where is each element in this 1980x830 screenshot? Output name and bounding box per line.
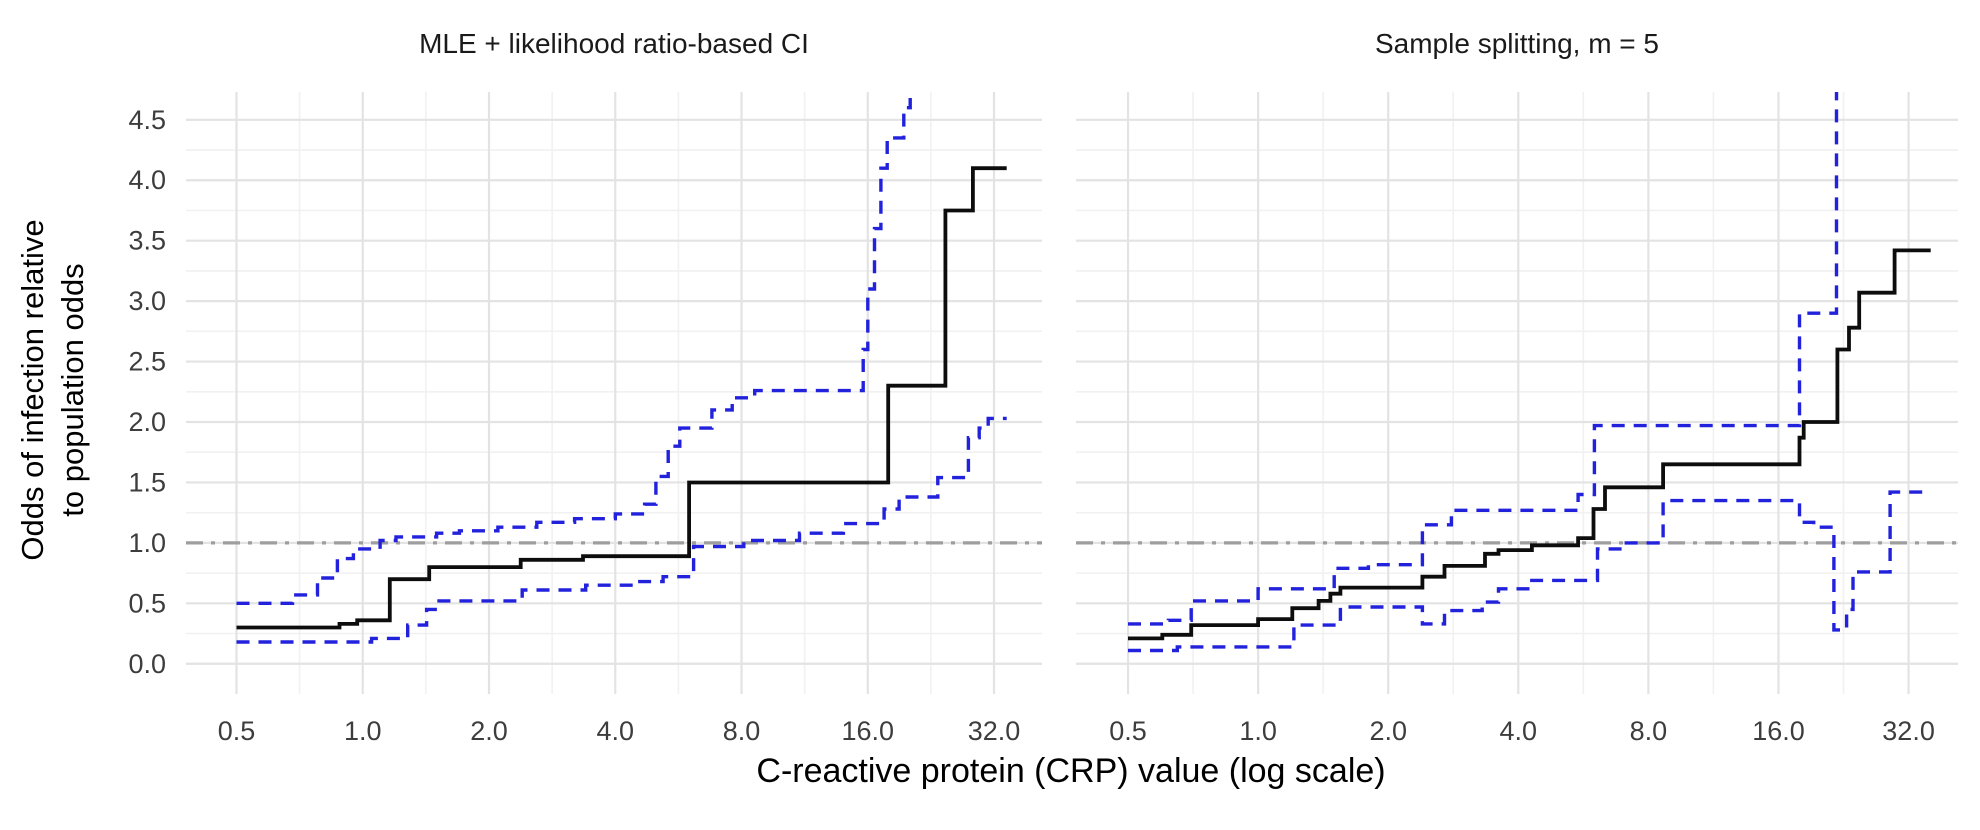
x-tick-label: 16.0 xyxy=(1752,716,1805,746)
x-tick-label: 16.0 xyxy=(841,716,894,746)
upper-ci-line xyxy=(1128,92,1839,626)
y-tick-label: 1.0 xyxy=(128,528,166,558)
x-tick-label: 2.0 xyxy=(1369,716,1407,746)
x-tick-label: 8.0 xyxy=(1630,716,1668,746)
y-tick-label: 3.5 xyxy=(128,226,166,256)
x-tick-label: 4.0 xyxy=(596,716,634,746)
x-tick-label: 0.5 xyxy=(1109,716,1147,746)
panel-title-right: Sample splitting, m = 5 xyxy=(1374,28,1660,59)
lower-ci-line xyxy=(1128,490,1931,653)
panel-title-left: MLE + likelihood ratio-based CI xyxy=(419,28,809,59)
x-tick-label: 1.0 xyxy=(1239,716,1277,746)
y-axis-title: Odds of infection relative to population… xyxy=(15,219,90,561)
y-tick-label: 0.0 xyxy=(128,649,166,679)
x-axis-title: C-reactive protein (CRP) value (log scal… xyxy=(756,752,1386,790)
y-tick-label: 0.5 xyxy=(128,588,166,618)
estimate-line xyxy=(1128,248,1931,641)
y-tick-label: 4.0 xyxy=(128,165,166,195)
lower-ci-line xyxy=(236,416,1007,644)
upper-ci-line xyxy=(236,92,912,605)
estimate-line xyxy=(236,166,1007,630)
y-tick-label: 1.5 xyxy=(128,467,166,497)
x-tick-label: 1.0 xyxy=(344,716,382,746)
x-tick-label: 32.0 xyxy=(968,716,1021,746)
y-tick-label: 2.5 xyxy=(128,347,166,377)
y-tick-label: 3.0 xyxy=(128,286,166,316)
x-tick-label: 8.0 xyxy=(723,716,761,746)
x-tick-label: 4.0 xyxy=(1500,716,1538,746)
y-tick-label: 2.0 xyxy=(128,407,166,437)
x-tick-label: 32.0 xyxy=(1882,716,1935,746)
y-tick-label: 4.5 xyxy=(128,105,166,135)
x-tick-label: 0.5 xyxy=(218,716,256,746)
x-tick-label: 2.0 xyxy=(470,716,508,746)
